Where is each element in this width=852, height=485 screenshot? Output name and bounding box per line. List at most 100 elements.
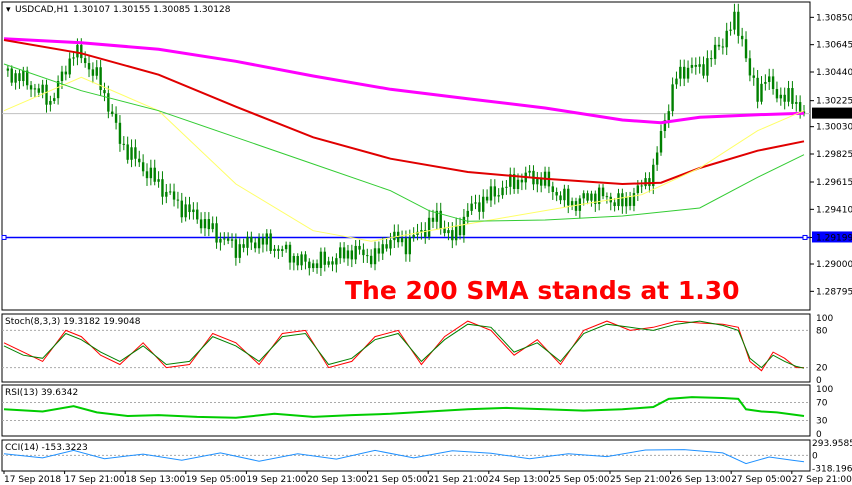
candle-body — [203, 219, 207, 229]
rsi-pane-frame — [1, 384, 811, 437]
price-pane: 1.30850 1.30645 1.30440 1.30225 1.30030 1.298… — [1, 3, 852, 297]
candle-body — [14, 73, 17, 83]
candle-body — [219, 238, 222, 243]
candle-body — [478, 202, 481, 212]
candle-body — [257, 238, 261, 249]
cci-tick-label: -318.1964 — [812, 465, 852, 475]
candle-body — [138, 158, 141, 163]
candle-body — [412, 234, 415, 238]
time-tick-label: 19 Sep 05:00 — [186, 475, 246, 485]
candle-body — [551, 186, 554, 192]
candle-body — [431, 217, 435, 222]
candle-body — [659, 131, 663, 153]
candle-body — [725, 30, 728, 48]
current-price-label: 1.30128 — [816, 110, 852, 120]
stoch-tick-label: 0 — [816, 376, 822, 386]
candle-body — [33, 88, 37, 90]
candle-body — [145, 171, 149, 179]
time-tick-label: 24 Sep 13:00 — [489, 475, 549, 485]
candle-body — [485, 196, 489, 201]
candle-body — [22, 70, 25, 82]
stoch-pane-frame — [1, 313, 811, 383]
candle-body — [385, 244, 388, 249]
candle-body — [393, 231, 396, 241]
price-tick-label: 1.30030 — [816, 123, 852, 133]
candle-body — [798, 102, 802, 112]
candle-body — [590, 193, 593, 201]
candle-body — [698, 64, 701, 67]
candle-body — [512, 174, 516, 189]
candle-body — [188, 204, 191, 213]
symbol-icon: ▾ — [6, 5, 11, 15]
candle-body — [176, 199, 180, 201]
candle-body — [292, 256, 296, 263]
main-pane-frame — [1, 1, 811, 311]
time-tick-label: 27 Sep 05:00 — [731, 475, 791, 485]
candle-body — [25, 70, 29, 86]
candle-body — [72, 57, 75, 59]
cci-tick-label: 293.9585 — [812, 439, 852, 449]
candle-body — [157, 179, 160, 182]
candle-body — [172, 191, 176, 200]
candle-body — [706, 58, 709, 76]
stoch-tick-label: 20 — [816, 364, 828, 374]
candle-body — [335, 258, 338, 265]
candle-body — [520, 179, 524, 183]
candle-body — [756, 77, 759, 102]
candle-body — [528, 170, 531, 173]
candle-body — [628, 196, 632, 206]
candle-body — [458, 225, 462, 236]
rsi-title: RSI(13) 39.6342 — [5, 388, 78, 398]
annotation-text: The 200 SMA stands at 1.30 — [345, 276, 740, 305]
candle-body — [91, 69, 95, 76]
candle-body — [68, 58, 71, 75]
candle-body — [153, 167, 156, 182]
candle-body — [555, 191, 558, 196]
candle-body — [717, 44, 721, 47]
candle-body — [323, 251, 326, 265]
candle-body — [346, 250, 350, 259]
candle-body — [41, 84, 44, 93]
candle-body — [509, 174, 512, 187]
candle-body — [570, 201, 574, 206]
candle-body — [80, 44, 83, 59]
candle-body — [261, 238, 265, 245]
time-tick-label: 25 Sep 05:00 — [549, 475, 609, 485]
candle-body — [377, 248, 381, 254]
candle-body — [339, 247, 342, 259]
candle-body — [350, 250, 354, 260]
candle-body — [594, 193, 597, 204]
indicator-line — [3, 320, 805, 369]
candle-body — [740, 35, 744, 40]
candle-body — [296, 256, 299, 266]
candle-body — [802, 111, 806, 113]
candle-body — [230, 239, 234, 241]
candle-body — [435, 210, 439, 222]
candle-body — [64, 71, 68, 75]
candle-body — [87, 63, 91, 70]
candle-body — [207, 219, 211, 230]
ohlc-readout: 1.30107 1.30155 1.30085 1.30128 — [73, 5, 231, 15]
candle-body — [416, 231, 419, 235]
candle-body — [269, 233, 272, 251]
candle-body — [126, 144, 129, 160]
price-tick-label: 1.28795 — [816, 287, 852, 297]
candle-body — [265, 233, 269, 245]
candle-body — [211, 223, 214, 230]
stoch-pane: 100 80 20 0 — [2, 314, 833, 386]
candle-body — [694, 64, 697, 67]
candle-body — [161, 179, 164, 197]
candle-body — [49, 100, 52, 105]
candle-body — [636, 185, 640, 194]
candle-body — [713, 44, 717, 59]
candle-body — [284, 244, 288, 250]
candle-body — [586, 193, 589, 201]
candle-body — [582, 193, 585, 199]
price-tick-label: 1.30225 — [816, 97, 852, 107]
candle-body — [242, 244, 245, 248]
price-tick-label: 1.29825 — [816, 150, 852, 160]
price-tick-label: 1.29000 — [816, 260, 852, 270]
candle-body — [369, 255, 373, 265]
